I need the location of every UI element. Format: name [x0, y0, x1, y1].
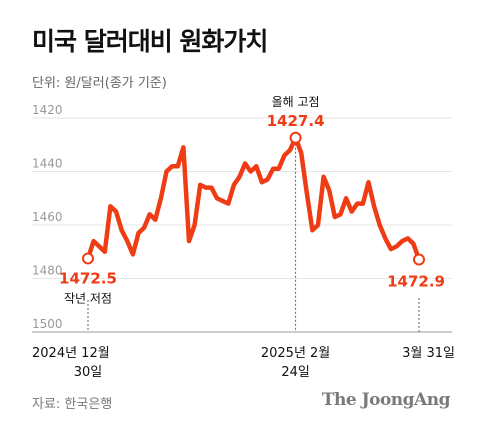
point-marker: [413, 253, 425, 266]
line-chart: 1420 1440 1460 1480 1500 2024년 12월 30일 2025년 2…: [32, 95, 455, 380]
y-tick-label: 1420: [32, 103, 63, 117]
unit-label: 단위: 원/달러(종가 기준): [32, 76, 167, 91]
chart-title: 미국 달러대비 원화가치: [32, 27, 268, 56]
brand-logo: The JoongAng: [321, 390, 451, 410]
annotation-markers: [82, 131, 425, 266]
point-marker: [82, 252, 94, 265]
source-note: 자료: 한국은행: [32, 397, 113, 412]
grid: 1420 1440 1460 1480 1500: [32, 103, 452, 333]
value-label: 1472.5: [59, 269, 117, 287]
y-tick-label: 1500: [32, 317, 63, 331]
value-label: 1427.4: [267, 112, 325, 130]
value-label: 1472.9: [387, 273, 445, 291]
note-label: 올해 고점: [272, 95, 320, 109]
x-tick-label: 2025년 2월: [261, 346, 330, 361]
y-tick-label: 1480: [32, 264, 63, 278]
y-tick-label: 1460: [32, 210, 63, 224]
x-tick-label: 3월 31일: [402, 346, 455, 361]
guide-lines: [87, 143, 420, 332]
x-tick-label-day: 30일: [74, 365, 103, 380]
point-marker: [289, 131, 302, 144]
labels: 2024년 12월 30일 2025년 2월 24일 3월 31일 1472.5 작년 저점…: [32, 95, 455, 380]
y-tick-label: 1440: [32, 157, 63, 171]
x-tick-label: 2024년 12월: [32, 346, 110, 361]
series-line: [85, 135, 422, 262]
x-tick-label-day: 24일: [281, 365, 310, 380]
note-label: 작년 저점: [64, 291, 112, 305]
series-path: [85, 135, 422, 262]
